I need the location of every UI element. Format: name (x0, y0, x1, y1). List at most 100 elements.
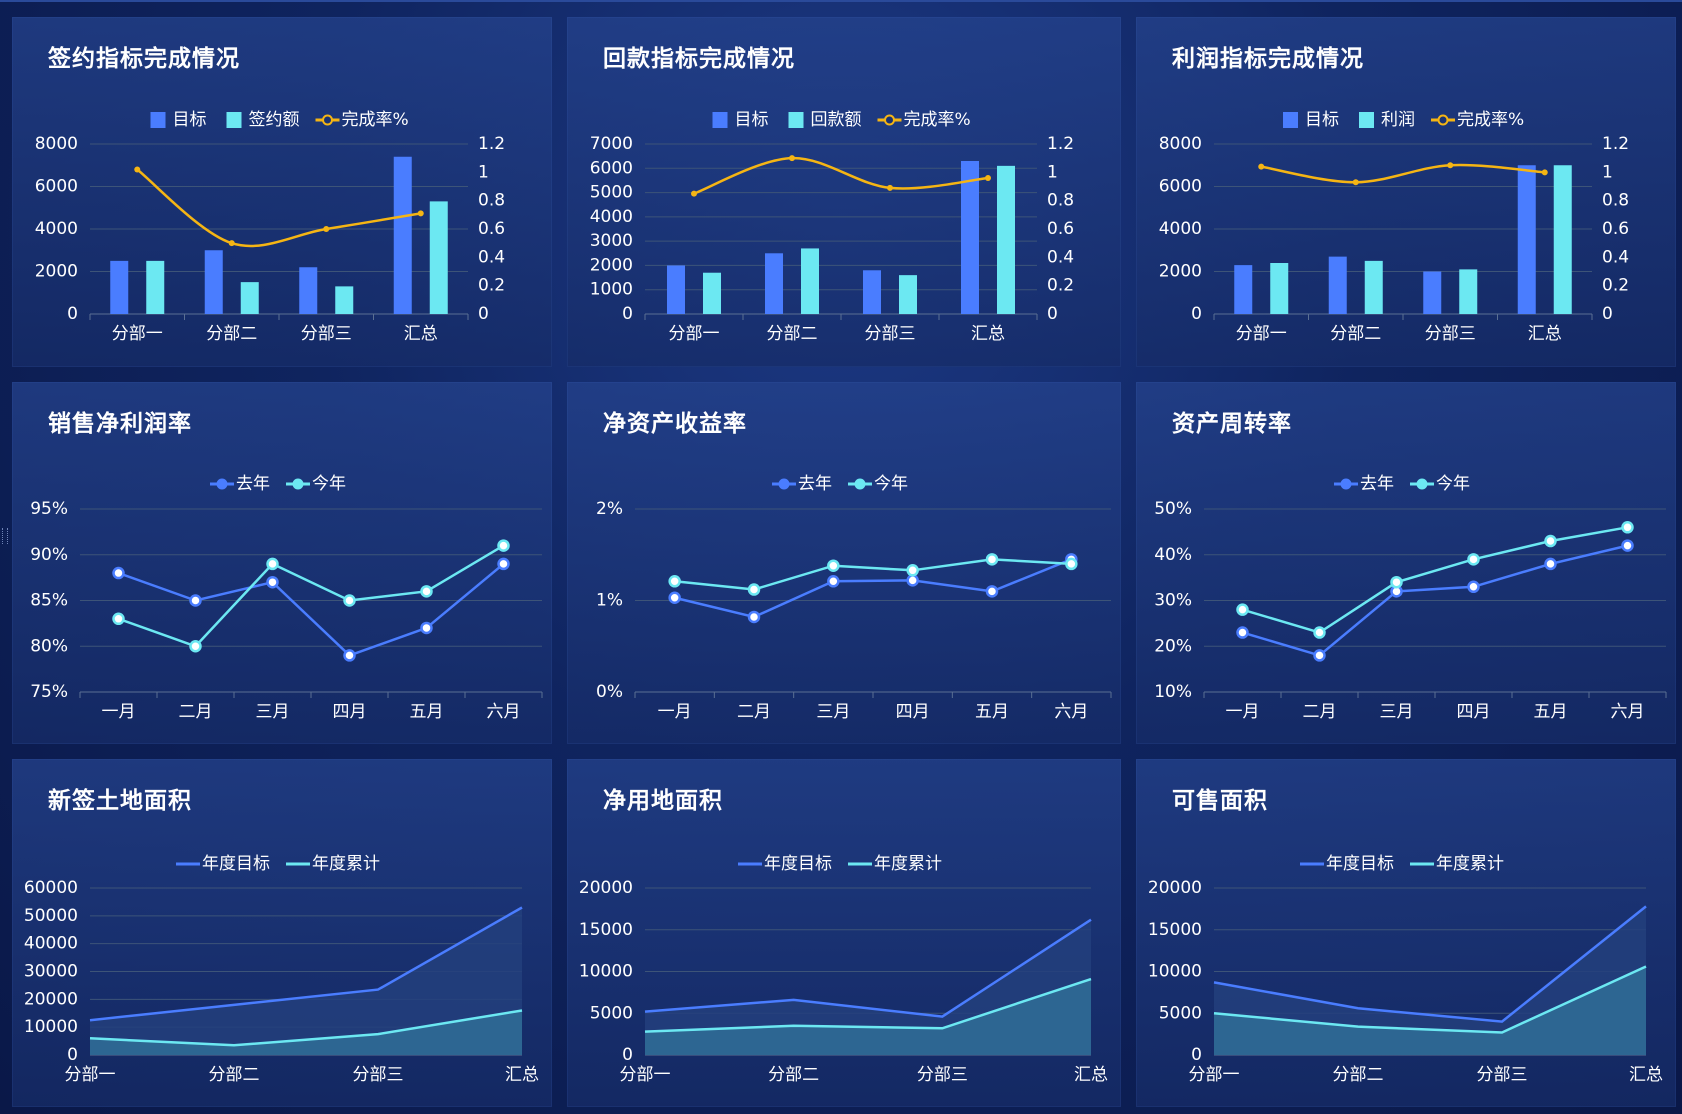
bar[interactable] (961, 161, 979, 314)
series-point[interactable] (420, 621, 433, 635)
bar[interactable] (240, 282, 259, 314)
bar[interactable] (1553, 165, 1572, 314)
bar[interactable] (204, 250, 223, 314)
chart-legend[interactable]: 年度目标 年度累计 (738, 854, 942, 874)
series-point[interactable] (827, 559, 840, 572)
completion-rate-point[interactable] (691, 190, 697, 197)
completion-rate-point[interactable] (1447, 162, 1454, 169)
completion-rate-point[interactable] (228, 240, 235, 247)
legend-item[interactable]: 年度目标 (176, 854, 270, 874)
bar[interactable] (110, 260, 129, 314)
series-point[interactable] (1390, 575, 1403, 589)
chart-legend[interactable]: 年度目标 年度累计 (176, 854, 380, 874)
legend-item[interactable]: 完成率% (877, 110, 971, 130)
legend-item[interactable]: 完成率% (315, 110, 409, 130)
series-point[interactable] (747, 610, 761, 624)
legend-item[interactable]: 目标 (150, 110, 207, 130)
completion-rate-point[interactable] (985, 175, 991, 181)
bar[interactable] (393, 156, 412, 314)
bar[interactable] (1328, 256, 1347, 314)
target-line[interactable] (89, 906, 523, 1022)
legend-item[interactable]: 利润 (1359, 110, 1415, 130)
series-point[interactable] (747, 583, 761, 596)
series-point[interactable] (112, 612, 125, 626)
bar[interactable] (997, 165, 1015, 314)
series-point[interactable] (343, 594, 356, 607)
completion-rate-point[interactable] (417, 210, 424, 217)
series-point[interactable] (827, 575, 840, 588)
completion-rate-point[interactable] (789, 155, 795, 162)
legend-item[interactable]: 去年 (1334, 474, 1394, 494)
actual-line[interactable] (644, 977, 1092, 1033)
legend-item[interactable]: 签约额 (226, 110, 300, 130)
completion-rate-point[interactable] (1258, 163, 1265, 170)
series-point[interactable] (266, 575, 279, 589)
series-point[interactable] (1236, 626, 1249, 639)
chart-legend[interactable]: 年度目标 年度累计 (1300, 854, 1504, 874)
legend-item[interactable]: 去年 (772, 474, 832, 494)
legend-item[interactable]: 年度累计 (848, 854, 942, 874)
series-point[interactable] (1544, 557, 1557, 571)
series-point[interactable] (1621, 521, 1634, 534)
legend-item[interactable]: 目标 (1283, 110, 1339, 130)
resize-handle[interactable] (2, 528, 8, 544)
series-point[interactable] (1236, 603, 1249, 616)
series-point[interactable] (1065, 557, 1078, 571)
chart-legend[interactable]: 目标 利润 完成率% (1283, 110, 1524, 130)
bar[interactable] (1517, 165, 1536, 314)
chart-legend[interactable]: 去年 今年 (772, 474, 908, 494)
bar[interactable] (899, 275, 917, 314)
actual-line[interactable] (1213, 965, 1647, 1034)
legend-item[interactable]: 今年 (848, 474, 908, 494)
bar[interactable] (335, 286, 354, 314)
chart-legend[interactable]: 去年 今年 (210, 474, 346, 494)
legend-item[interactable]: 回款额 (788, 110, 862, 130)
legend-item[interactable]: 完成率% (1431, 110, 1524, 130)
series-point[interactable] (112, 566, 125, 580)
bar[interactable] (146, 260, 165, 314)
target-line[interactable] (1213, 905, 1647, 1023)
chart-legend[interactable]: 去年 今年 (1334, 474, 1470, 494)
bar[interactable] (429, 201, 448, 314)
series-point[interactable] (1467, 580, 1480, 594)
bar[interactable] (1423, 271, 1442, 315)
legend-item[interactable]: 去年 (210, 474, 270, 494)
series-point[interactable] (668, 575, 681, 588)
series-point[interactable] (668, 591, 681, 605)
bar[interactable] (1270, 263, 1289, 314)
bar[interactable] (1364, 260, 1383, 314)
legend-item[interactable]: 年度目标 (738, 854, 832, 874)
completion-rate-point[interactable] (134, 166, 141, 173)
series-point[interactable] (1313, 649, 1326, 662)
series-point[interactable] (1544, 534, 1557, 548)
series-point[interactable] (1467, 553, 1480, 566)
completion-rate-point[interactable] (323, 226, 330, 232)
chart-legend[interactable]: 目标 签约额 完成率% (150, 110, 409, 130)
series-point[interactable] (906, 564, 919, 577)
completion-rate-point[interactable] (887, 184, 893, 191)
series-point[interactable] (189, 594, 202, 607)
legend-item[interactable]: 年度累计 (286, 854, 380, 874)
legend-item[interactable]: 目标 (712, 110, 769, 130)
bar[interactable] (863, 270, 881, 314)
series-point[interactable] (985, 553, 999, 566)
series-point[interactable] (1313, 626, 1326, 639)
series-point[interactable] (343, 649, 356, 662)
chart-legend[interactable]: 目标 回款额 完成率% (712, 110, 971, 130)
bar[interactable] (1234, 265, 1253, 314)
legend-item[interactable]: 今年 (286, 474, 346, 494)
legend-item[interactable]: 年度累计 (1410, 854, 1504, 874)
bar[interactable] (801, 248, 819, 314)
series-point[interactable] (266, 557, 279, 571)
completion-rate-point[interactable] (1352, 179, 1359, 186)
series-point[interactable] (1621, 539, 1634, 552)
series-point[interactable] (985, 585, 999, 598)
actual-line[interactable] (89, 1009, 523, 1047)
series-point[interactable] (906, 574, 919, 587)
completion-rate-point[interactable] (1541, 169, 1548, 176)
series-point[interactable] (497, 539, 510, 552)
series-point[interactable] (420, 585, 433, 598)
legend-item[interactable]: 年度目标 (1300, 854, 1394, 874)
bar[interactable] (667, 265, 685, 314)
bar[interactable] (299, 267, 318, 314)
